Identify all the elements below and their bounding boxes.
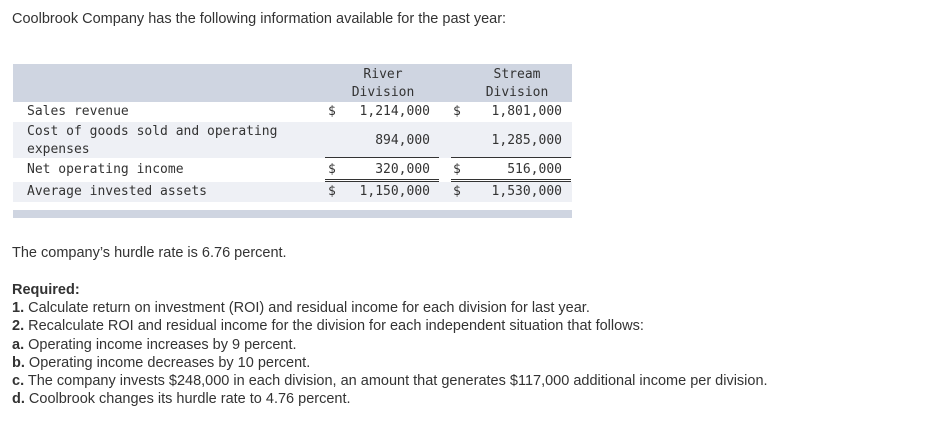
table-footer-bar (13, 210, 572, 218)
river-value: 320,000 (375, 162, 430, 177)
item-text: Operating income decreases by 10 percent… (24, 354, 311, 371)
table-row-cogs: Cost of goods sold and operating expense… (13, 122, 572, 158)
required-item: a. Operating income increases by 9 perce… (12, 336, 768, 354)
item-text: Recalculate ROI and residual income for … (24, 318, 644, 335)
river-value: 1,214,000 (359, 104, 430, 119)
stream-subtotal-rule (451, 157, 571, 158)
river-value: 894,000 (375, 133, 430, 148)
required-heading: Required: (12, 282, 80, 298)
item-number: 1. (12, 300, 25, 317)
row-label: Sales revenue (27, 104, 129, 119)
row-label: Average invested assets (27, 184, 208, 199)
item-number: 2. (12, 318, 25, 335)
row-label: Cost of goods sold and operating expense… (27, 123, 277, 159)
table-row-assets: Average invested assets $ 1,150,000 $ 1,… (13, 182, 572, 202)
item-letter: b. (12, 354, 25, 371)
stream-division-header: Stream Division (463, 66, 571, 102)
item-letter: c. (12, 373, 25, 390)
required-item: c. The company invests $248,000 in each … (12, 372, 768, 390)
row-label: Net operating income (27, 162, 184, 177)
stream-value: 1,530,000 (491, 184, 562, 199)
table-row-sales: Sales revenue $ 1,214,000 $ 1,801,000 (13, 102, 572, 122)
hurdle-rate-text: The company’s hurdle rate is 6.76 percen… (12, 245, 287, 261)
river-header-line1: River (363, 67, 403, 82)
required-item: 2. Recalculate ROI and residual income f… (12, 317, 768, 335)
item-text: The company invests $248,000 in each div… (24, 373, 768, 390)
required-item: 1. Calculate return on investment (ROI) … (12, 299, 768, 317)
item-letter: a. (12, 336, 25, 353)
stream-dollar-sign: $ (453, 162, 461, 177)
river-division-header: River Division (333, 66, 433, 102)
intro-text: Coolbrook Company has the following info… (12, 11, 507, 27)
item-text: Calculate return on investment (ROI) and… (24, 300, 590, 317)
item-text: Coolbrook changes its hurdle rate to 4.7… (24, 391, 351, 408)
river-dollar-sign: $ (328, 184, 336, 199)
row-label-line1: Cost of goods sold and operating (27, 124, 278, 139)
required-item: b. Operating income decreases by 10 perc… (12, 354, 768, 372)
river-value: 1,150,000 (359, 184, 430, 199)
river-dollar-sign: $ (328, 162, 336, 177)
stream-dollar-sign: $ (453, 104, 461, 119)
river-total-rule (325, 179, 439, 182)
stream-header-line2: Division (485, 85, 549, 100)
stream-value: 1,285,000 (491, 133, 562, 148)
river-subtotal-rule (325, 157, 439, 158)
division-table: River Division Stream Division Sales rev… (13, 64, 572, 202)
required-section: Required: 1. Calculate return on investm… (12, 281, 768, 408)
item-letter: d. (12, 391, 25, 408)
item-text: Operating income increases by 9 percent. (24, 336, 297, 353)
river-dollar-sign: $ (328, 104, 336, 119)
table-header: River Division Stream Division (13, 64, 572, 102)
stream-total-rule (451, 179, 571, 182)
river-header-line2: Division (351, 85, 415, 100)
row-label-line2: expenses (27, 142, 90, 157)
stream-value: 1,801,000 (491, 104, 562, 119)
table-row-noi: Net operating income $ 320,000 $ 516,000 (13, 158, 572, 182)
stream-header-line1: Stream (493, 67, 541, 82)
stream-dollar-sign: $ (453, 184, 461, 199)
stream-value: 516,000 (507, 162, 562, 177)
required-item: d. Coolbrook changes its hurdle rate to … (12, 390, 768, 408)
